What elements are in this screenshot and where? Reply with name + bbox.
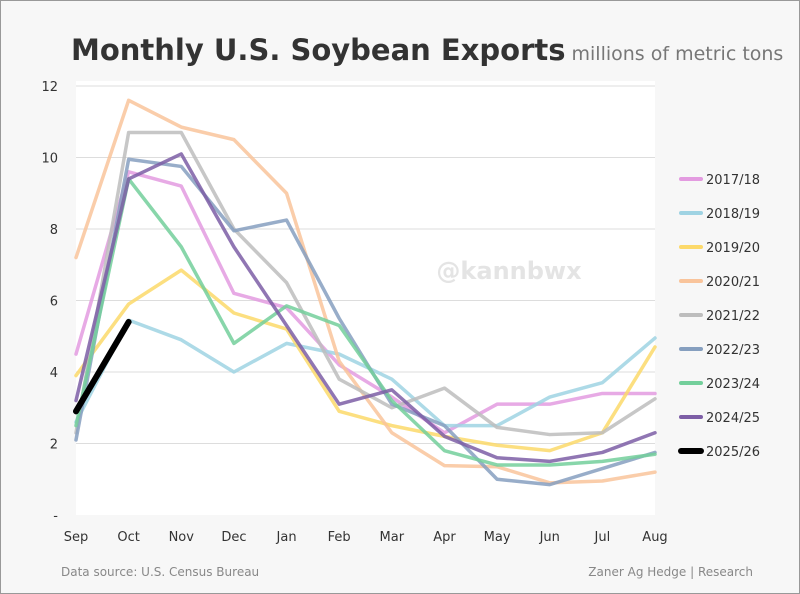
series-line-2024-25 bbox=[74, 152, 657, 464]
series-line-2019-20 bbox=[74, 268, 657, 453]
x-tick-label: Jun bbox=[539, 530, 560, 545]
watermark: @kannbwx bbox=[436, 257, 582, 285]
legend-label: 2017/18 bbox=[706, 173, 760, 188]
x-tick-label: Sep bbox=[64, 530, 89, 545]
series-line-2025-26 bbox=[73, 318, 132, 415]
series-line-2021-22 bbox=[74, 130, 657, 437]
data-source: Data source: U.S. Census Bureau bbox=[61, 565, 260, 579]
y-tick-label: - bbox=[53, 509, 58, 524]
x-tick-label: Mar bbox=[380, 530, 405, 545]
x-tick-label: Apr bbox=[433, 530, 456, 545]
x-tick-label: Dec bbox=[221, 530, 246, 545]
legend-label: 2018/19 bbox=[706, 207, 760, 222]
legend-label: 2020/21 bbox=[706, 275, 760, 290]
x-tick-label: May bbox=[484, 530, 511, 545]
legend-label: 2024/25 bbox=[706, 411, 760, 426]
y-tick-label: 6 bbox=[50, 295, 58, 310]
legend-label: 2021/22 bbox=[706, 309, 760, 324]
y-tick-label: 2 bbox=[50, 438, 58, 453]
x-tick-label: Jan bbox=[276, 530, 297, 545]
chart-title: Monthly U.S. Soybean Exports millions of … bbox=[71, 33, 783, 67]
x-tick-label: Nov bbox=[169, 530, 195, 545]
chart-subtitle: millions of metric tons bbox=[571, 43, 784, 65]
y-tick-label: 10 bbox=[41, 152, 58, 167]
series-line-2018-19 bbox=[74, 318, 657, 428]
legend-label: 2023/24 bbox=[706, 377, 760, 392]
series-line-2023-24 bbox=[74, 177, 657, 467]
legend-label: 2025/26 bbox=[706, 445, 760, 460]
legend-label: 2019/20 bbox=[706, 241, 760, 256]
y-tick-label: 12 bbox=[41, 80, 58, 95]
x-tick-label: Feb bbox=[328, 530, 351, 545]
series-line-2017-18 bbox=[74, 170, 657, 435]
x-tick-label: Jul bbox=[594, 530, 611, 545]
title-text: Monthly U.S. Soybean Exports bbox=[71, 33, 566, 67]
credit: Zaner Ag Hedge | Research bbox=[588, 565, 753, 579]
legend-label: 2022/23 bbox=[706, 343, 760, 358]
y-tick-label: 4 bbox=[50, 366, 58, 381]
plot-area bbox=[76, 81, 655, 515]
y-tick-label: 8 bbox=[50, 223, 58, 238]
x-tick-label: Aug bbox=[642, 530, 667, 545]
x-tick-label: Oct bbox=[117, 530, 139, 545]
